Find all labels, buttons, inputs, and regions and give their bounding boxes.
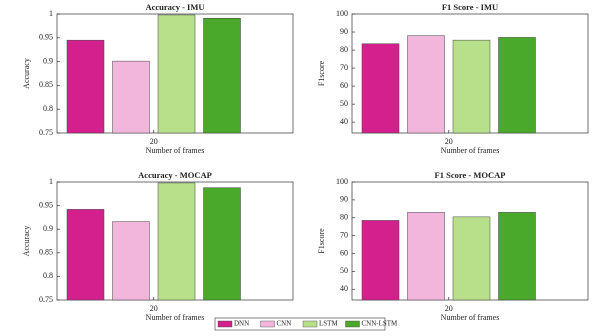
legend-label: CNN <box>277 320 292 328</box>
legend-swatch <box>302 320 318 328</box>
y-tick-label: 0.8 <box>43 104 53 113</box>
y-tick-label: 0.9 <box>43 56 53 65</box>
y-tick-label: 40 <box>340 117 348 126</box>
y-tick-label: 1 <box>49 177 53 186</box>
bar <box>498 37 536 134</box>
bar <box>407 212 445 301</box>
bar <box>66 209 105 301</box>
bar <box>452 39 491 134</box>
y-tick-label: 1 <box>49 9 53 18</box>
chart-title: F1 Score - IMU <box>442 2 498 12</box>
legend-swatch <box>217 320 233 328</box>
bar <box>157 182 196 301</box>
bar <box>157 14 196 134</box>
y-tick-label: 0.95 <box>39 200 53 209</box>
y-tick-label: 100 <box>336 177 348 186</box>
x-axis-label: Number of frames <box>441 313 500 322</box>
y-tick-label: 0.75 <box>39 128 53 137</box>
legend-label: CNN-LSTM <box>362 320 399 328</box>
bar <box>203 187 241 301</box>
x-tick-label: 20 <box>150 304 158 313</box>
y-tick-label: 40 <box>340 284 348 293</box>
legend-swatch <box>345 320 360 328</box>
bar <box>452 216 491 301</box>
y-tick-label: 0.85 <box>39 80 53 89</box>
bar <box>361 43 400 134</box>
y-tick-label: 90 <box>340 27 348 36</box>
legend <box>214 317 386 331</box>
chart-title: Accuracy - MOCAP <box>138 170 212 180</box>
x-axis-label: Number of frames <box>441 146 500 155</box>
y-tick-label: 0.85 <box>39 248 53 257</box>
y-tick-label: 0.75 <box>39 295 53 304</box>
bar <box>361 220 400 301</box>
y-tick-label: 0.9 <box>43 224 53 233</box>
y-tick-label: 80 <box>340 213 348 222</box>
y-tick-label: 90 <box>340 195 348 204</box>
x-axis-label: Number of frames <box>146 146 205 155</box>
legend-label: LSTM <box>319 320 338 328</box>
x-axis-label: Number of frames <box>146 313 205 322</box>
y-tick-label: 50 <box>340 266 348 275</box>
legend-swatch <box>260 320 275 328</box>
chart-title: Accuracy - IMU <box>145 2 204 12</box>
x-tick-label: 20 <box>445 137 453 146</box>
bar <box>407 35 445 134</box>
y-tick-label: 0.95 <box>39 33 53 42</box>
y-tick-label: 100 <box>336 9 348 18</box>
y-axis-label: F1score <box>317 60 326 86</box>
legend-label: DNN <box>234 320 249 328</box>
y-tick-label: 0.8 <box>43 271 53 280</box>
y-tick-label: 70 <box>340 63 348 72</box>
y-axis-label: Accuracy <box>22 226 31 257</box>
chart-title: F1 Score - MOCAP <box>435 170 506 180</box>
x-tick-label: 20 <box>150 137 158 146</box>
x-tick-label: 20 <box>445 304 453 313</box>
y-tick-label: 60 <box>340 248 348 257</box>
bar <box>112 60 150 134</box>
y-axis-label: F1score <box>317 228 326 254</box>
y-tick-label: 60 <box>340 81 348 90</box>
bar <box>498 212 536 301</box>
y-axis-label: Accuracy <box>22 58 31 89</box>
bar <box>112 221 150 301</box>
y-tick-label: 80 <box>340 45 348 54</box>
y-tick-label: 50 <box>340 99 348 108</box>
y-tick-label: 70 <box>340 230 348 239</box>
bar <box>66 39 105 134</box>
bar <box>203 18 241 134</box>
